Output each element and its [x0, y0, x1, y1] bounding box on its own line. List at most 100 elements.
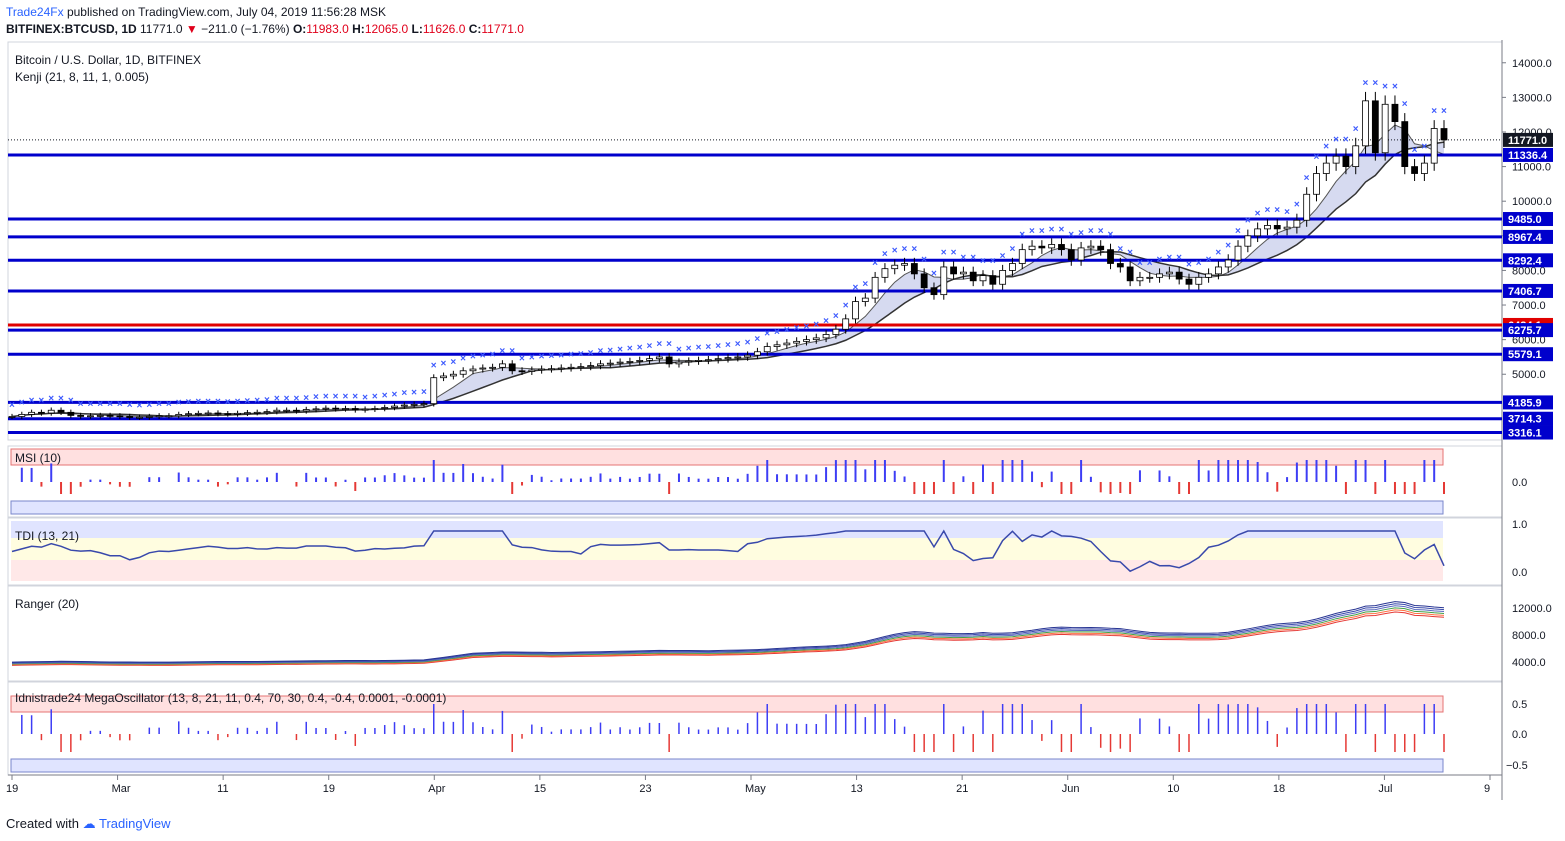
- kenji-marker: ×: [293, 393, 299, 404]
- candle-body: [557, 367, 565, 370]
- kenji-marker: ×: [774, 327, 780, 338]
- tradingview-link[interactable]: TradingView: [99, 816, 171, 831]
- candle-body: [793, 340, 801, 344]
- candle-body: [155, 415, 163, 418]
- candle-body: [744, 354, 752, 358]
- candle-body: [1018, 249, 1026, 264]
- level-tag: [1503, 411, 1553, 426]
- kenji-marker: ×: [441, 359, 447, 370]
- candle-body: [616, 361, 624, 364]
- kenji-marker: ×: [421, 387, 427, 398]
- candle-body: [842, 318, 850, 330]
- kenji-marker: ×: [509, 346, 515, 357]
- kenji-marker: ×: [362, 392, 368, 403]
- kenji-marker: ×: [1049, 224, 1055, 235]
- candle-body: [185, 413, 192, 416]
- candle-body: [1097, 245, 1105, 251]
- candle-body: [704, 359, 712, 362]
- candle-body: [273, 409, 281, 413]
- candle-body: [1048, 244, 1056, 249]
- candle-body: [891, 264, 899, 270]
- kenji-marker: ×: [548, 351, 554, 362]
- candle-body: [636, 359, 644, 362]
- kenji-marker: ×: [48, 393, 54, 404]
- candle-body: [803, 339, 810, 342]
- high-value: 12065.0: [364, 22, 409, 36]
- kenji-marker: ×: [1176, 253, 1182, 264]
- candle-body: [606, 362, 614, 365]
- kenji-marker: ×: [1009, 244, 1015, 255]
- last-price-label: 11771.0: [1508, 135, 1547, 147]
- candle-body: [1273, 225, 1281, 230]
- kenji-marker: ×: [784, 325, 790, 336]
- kenji-marker: ×: [107, 399, 113, 410]
- candle-body: [1440, 128, 1448, 141]
- candle-body: [263, 411, 271, 414]
- candle-body: [136, 416, 143, 419]
- candle-body: [1185, 278, 1193, 285]
- y-tick-label: 8000.0: [1512, 265, 1546, 277]
- candle-body: [626, 361, 634, 363]
- msi-overbought-band: [10, 448, 1444, 466]
- candle-body: [420, 403, 428, 406]
- kenji-marker: ×: [1421, 141, 1427, 152]
- kenji-marker: ×: [823, 316, 829, 327]
- kenji-marker: ×: [686, 343, 692, 354]
- candle-body: [930, 287, 938, 296]
- candle-body: [67, 411, 75, 416]
- kenji-marker: ×: [647, 341, 653, 352]
- y-tick-label: 5000.0: [1512, 369, 1546, 381]
- y-tick-label: 11000.0: [1512, 162, 1551, 174]
- kenji-marker: ×: [872, 258, 878, 269]
- y-tick-label: 10000.0: [1512, 196, 1552, 208]
- candle-body: [587, 365, 595, 368]
- kenji-marker: ×: [833, 311, 839, 322]
- level-label: 5579.1: [1508, 349, 1542, 361]
- kenji-marker: ×: [529, 353, 535, 364]
- candle-body: [175, 413, 183, 417]
- kenji-marker: ×: [1392, 81, 1398, 92]
- kenji-marker: ×: [1323, 141, 1329, 152]
- kenji-marker: ×: [1255, 209, 1261, 220]
- kenji-marker: ×: [1127, 247, 1133, 258]
- kenji-marker: ×: [205, 396, 211, 407]
- tradingview-logo-icon: ☁: [82, 816, 96, 831]
- level-label: 9485.0: [1508, 214, 1542, 226]
- kenji-marker: ×: [1264, 205, 1270, 216]
- candle-body: [1254, 228, 1262, 237]
- kenji-marker: ×: [303, 393, 309, 404]
- candle-body: [832, 328, 840, 335]
- candle-body: [989, 275, 997, 285]
- x-tick-label: Apr: [428, 783, 445, 795]
- tdi-label: TDI (13, 21): [15, 529, 79, 543]
- y-tick-label: 6000.0: [1512, 335, 1546, 347]
- kenji-marker: ×: [1333, 134, 1339, 145]
- candle-body: [391, 405, 398, 408]
- brand-link[interactable]: Trade24Fx: [6, 5, 64, 19]
- last-price-tag: [1503, 132, 1553, 147]
- candle-body: [940, 266, 948, 296]
- candle-body: [361, 408, 369, 411]
- candle-body: [1107, 249, 1114, 264]
- kenji-marker: ×: [1353, 124, 1359, 135]
- kenji-marker: ×: [990, 256, 996, 267]
- candle-body: [499, 363, 506, 368]
- candle-body: [999, 270, 1007, 285]
- kenji-marker: ×: [1441, 106, 1447, 117]
- kenji-marker: ×: [1137, 258, 1143, 269]
- kenji-marker: ×: [166, 399, 172, 410]
- tdi-tick-label: 0.0: [1512, 567, 1527, 579]
- kenji-marker: ×: [9, 400, 15, 411]
- ranger-tick-label: 12000.0: [1512, 603, 1552, 615]
- candle-body: [646, 358, 653, 361]
- chart-canvas[interactable]: Bitcoin / U.S. Dollar, 1D, BITFINEX Kenji…: [0, 40, 1565, 810]
- footer: Created with ☁ TradingView: [6, 816, 171, 832]
- candle-body: [812, 337, 820, 341]
- candle-body: [548, 368, 555, 371]
- x-tick-label: May: [745, 783, 766, 795]
- kenji-marker: ×: [146, 400, 152, 411]
- candle-body: [194, 412, 202, 415]
- msi-tick-label: 0.0: [1512, 477, 1527, 489]
- ranger-line: [11, 603, 1445, 664]
- candle-body: [116, 415, 124, 418]
